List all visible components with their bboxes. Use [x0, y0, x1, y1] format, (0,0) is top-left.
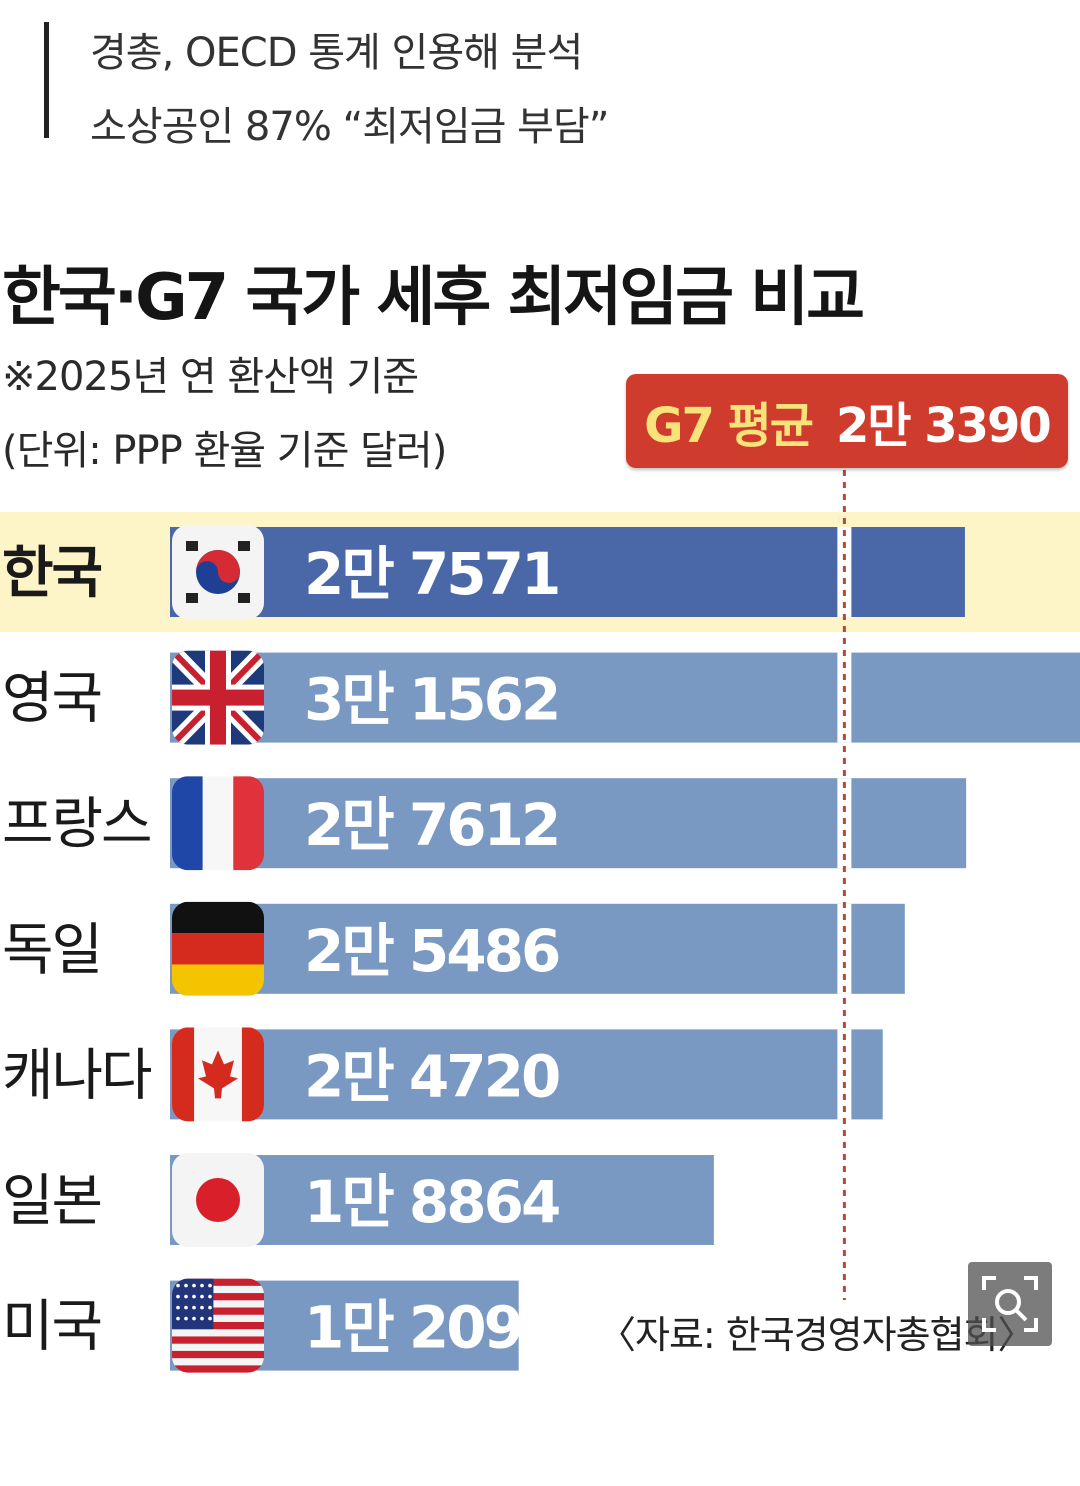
bar: [170, 1029, 883, 1120]
value-label: 2만 7612: [304, 791, 558, 859]
uk-flag-icon: [172, 650, 264, 745]
value-label: 3만 1562: [304, 666, 558, 734]
category-label: 프랑스: [2, 792, 151, 857]
g7-average-label: G7 평균: [644, 398, 814, 454]
category-label: 미국: [2, 1295, 101, 1360]
usa-flag-icon: [172, 1278, 264, 1373]
chart-subtitle: ※2025년 연 환산액 기준: [2, 354, 419, 400]
headline-line-2: 소상공인 87% “최저임금 부담”: [90, 104, 609, 150]
category-label: 일본: [2, 1169, 101, 1234]
japan-flag-icon: [172, 1153, 264, 1247]
bar: [170, 903, 905, 994]
germany-flag-icon: [172, 901, 264, 996]
value-label: 2만 5486: [304, 917, 559, 985]
headline-accent-bar: [44, 22, 49, 138]
source-note: 〈자료: 한국경영자총협회〉: [598, 1313, 1035, 1357]
image-search-button[interactable]: [968, 1262, 1052, 1346]
bar: [170, 652, 1080, 743]
headline-line-1: 경총, OECD 통계 인용해 분석: [90, 30, 583, 76]
category-label: 한국: [2, 541, 102, 606]
korea-flag-icon: [172, 525, 264, 619]
canada-flag-icon: [172, 1027, 264, 1122]
value-label: 2만 7571: [304, 540, 558, 608]
bar: [170, 527, 965, 617]
reference-gap: [837, 903, 852, 994]
g7-average-badge: G7 평균 2만 3390: [626, 374, 1068, 468]
france-flag-icon: [172, 776, 264, 871]
image-search-icon: [982, 1276, 1038, 1332]
bar: [170, 778, 967, 869]
category-label: 독일: [2, 918, 101, 983]
chart-unit-note: (단위: PPP 환율 기준 달러): [2, 428, 447, 474]
value-label: 2만 4720: [304, 1042, 559, 1110]
value-label: 1만 8864: [304, 1168, 559, 1236]
chart-title: 한국·G7 국가 세후 최저임금 비교: [2, 261, 865, 335]
category-label: 영국: [2, 667, 101, 732]
category-label: 캐나다: [2, 1043, 151, 1108]
value-label: 1만 2094: [304, 1294, 559, 1362]
g7-average-value: 2만 3390: [835, 398, 1052, 454]
reference-gap: [837, 652, 852, 743]
